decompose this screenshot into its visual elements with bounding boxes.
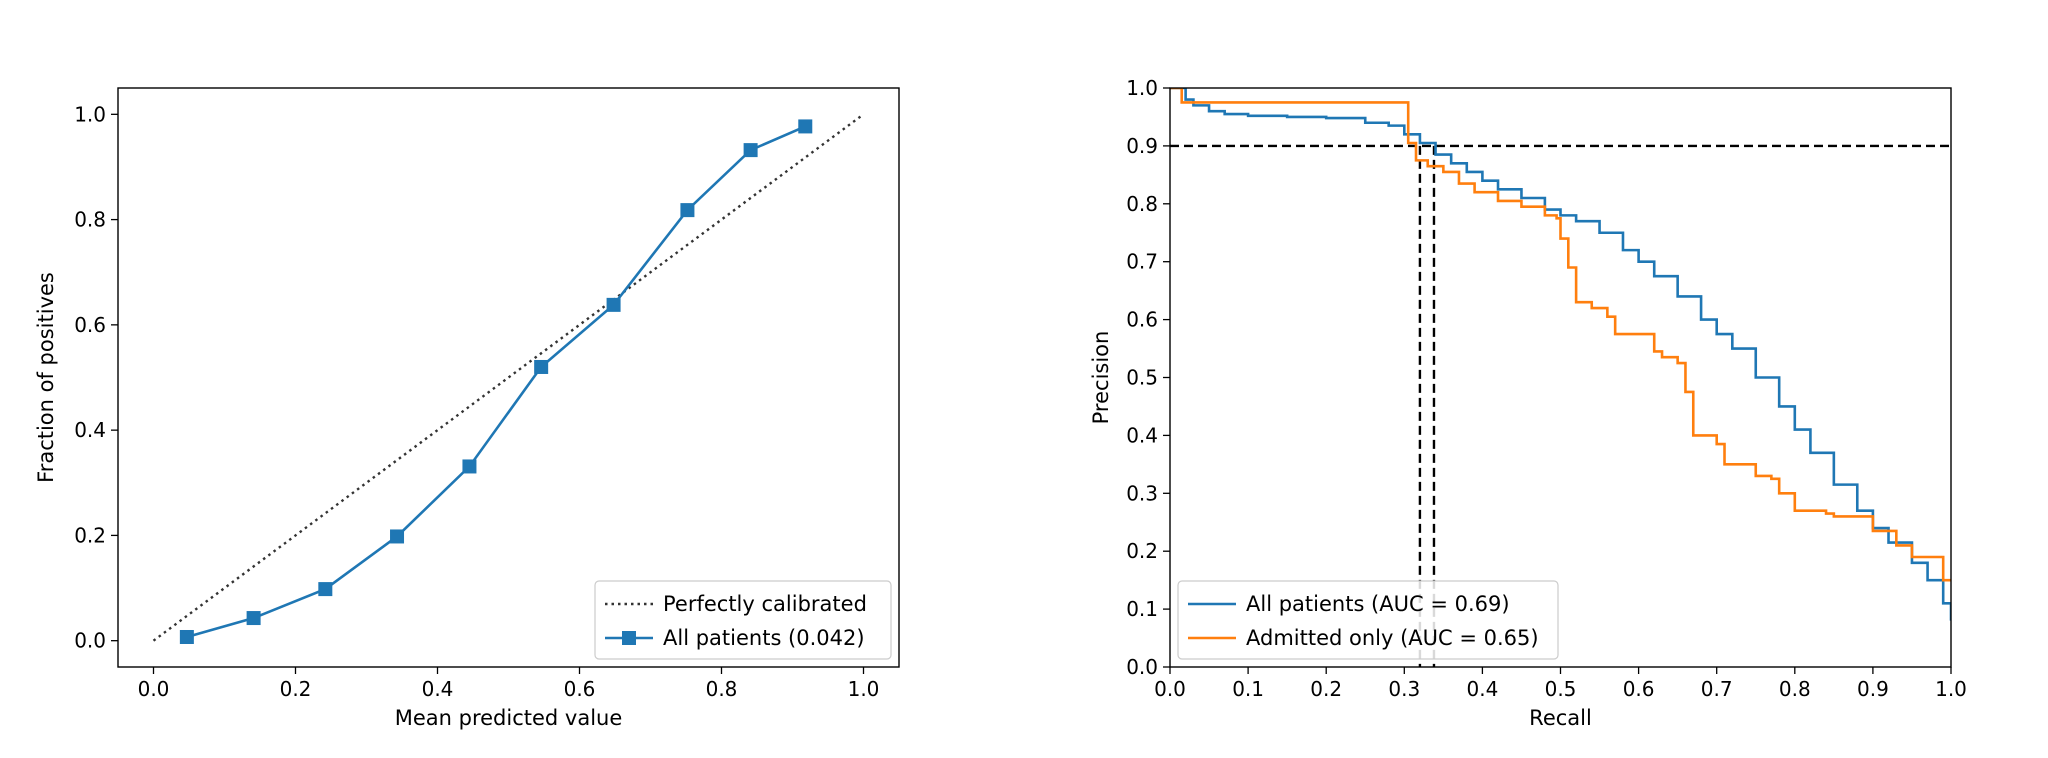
x-tick-label: 0.7 [1701,677,1733,701]
calibration-chart: 0.0 0.2 0.4 0.6 0.8 1.0 0.0 0.2 0.4 0.6 0.8 1.0 Mean… [34,87,900,730]
x-tick-label: 0.6 [564,677,596,701]
x-tick-label: 0.4 [1466,677,1498,701]
data-point [390,529,405,544]
series-line-1 [1170,88,1951,582]
x-tick-label: 0.4 [422,677,454,701]
data-point [179,629,194,644]
y-tick-label: 0.5 [1126,366,1158,390]
data-point [680,203,695,218]
y-tick-label: 0.7 [1126,250,1158,274]
x-tick-label: 0.9 [1857,677,1889,701]
y-tick-label: 0.3 [1126,481,1158,505]
data-point [462,459,477,474]
y-axis-label: Fraction of positives [34,272,58,483]
y-tick-label: 1.0 [74,102,106,126]
data-point [534,359,549,374]
x-tick-label: 0.6 [1623,677,1655,701]
y-tick-label: 0.8 [74,208,106,232]
x-tick-label: 0.1 [1232,677,1264,701]
data-point [743,143,758,158]
y-axis-label: Precision [1089,331,1113,425]
y-tick-label: 0.8 [1126,192,1158,216]
data-point [798,119,813,134]
legend-label: Admitted only (AUC = 0.65) [1246,626,1539,650]
x-tick-label: 1.0 [848,677,880,701]
x-tick-label: 0.5 [1545,677,1577,701]
y-tick-label: 0.2 [1126,539,1158,563]
y-tick-label: 0.0 [74,629,106,653]
y-tick-label: 0.4 [74,418,106,442]
plot-area [1170,88,1951,667]
y-tick-label: 0.0 [1126,655,1158,679]
legend-marker [622,631,636,645]
legend: Perfectly calibrated All patients (0.042) [594,580,892,660]
x-axis-label: Mean predicted value [395,706,623,730]
legend-label: All patients (AUC = 0.69) [1246,592,1510,616]
x-tick-label: 0.0 [1154,677,1186,701]
y-tick-label: 0.1 [1126,597,1158,621]
series-line-0 [1170,88,1951,621]
perfect-calibration-line [152,113,865,642]
legend-label: All patients (0.042) [663,626,865,650]
x-tick-label: 0.2 [280,677,312,701]
x-tick-label: 0.0 [138,677,170,701]
x-tick-label: 1.0 [1935,677,1967,701]
y-tick-label: 0.4 [1126,423,1158,447]
x-axis-label: Recall [1529,706,1592,730]
x-tick-label: 0.3 [1388,677,1420,701]
x-tick-label: 0.2 [1310,677,1342,701]
legend-label: Perfectly calibrated [663,592,867,616]
x-tick-label: 0.8 [1779,677,1811,701]
data-point [606,297,621,312]
axes-frame [117,87,900,668]
y-tick-label: 1.0 [1126,76,1158,100]
legend: All patients (AUC = 0.69) Admitted only (… [1177,580,1559,660]
axes-frame [1169,87,1952,668]
legend-box [1177,580,1559,660]
y-tick-label: 0.2 [74,523,106,547]
y-tick-label: 0.9 [1126,134,1158,158]
y-tick-label: 0.6 [74,313,106,337]
data-point [246,611,261,626]
data-point [318,582,333,597]
precision-recall-chart: 0.0 0.1 0.2 0.3 0.4 0.5 0.6 0.7 0.8 0.9 1.0 0.0 0.1 0… [1089,76,1967,730]
y-tick-label: 0.6 [1126,308,1158,332]
legend-box [594,580,892,660]
x-tick-label: 0.8 [706,677,738,701]
series-line-1 [186,125,806,639]
plot-area [152,113,865,644]
